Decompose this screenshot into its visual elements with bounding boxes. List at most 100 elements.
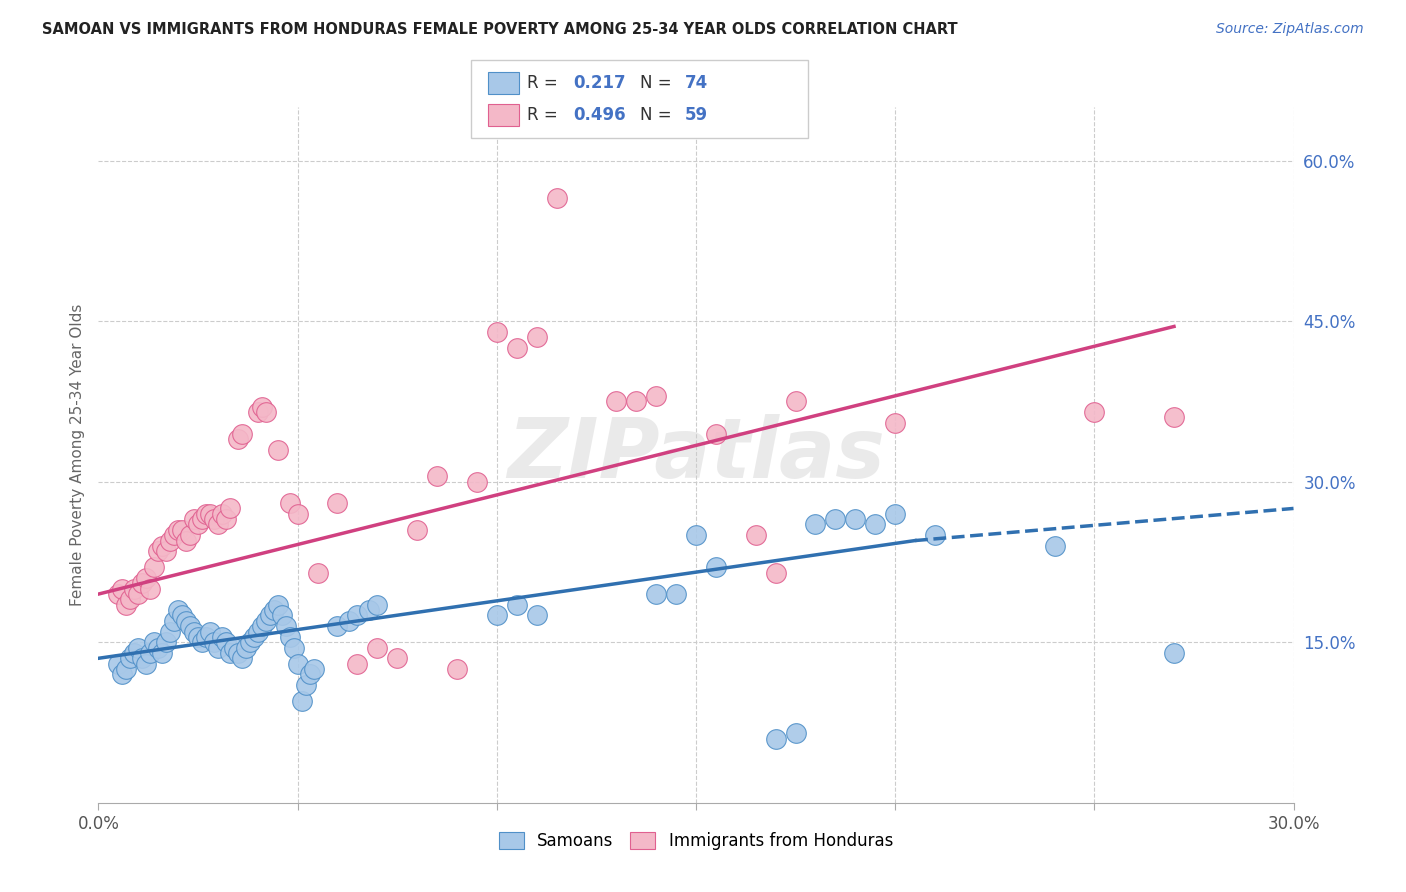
- Y-axis label: Female Poverty Among 25-34 Year Olds: Female Poverty Among 25-34 Year Olds: [69, 304, 84, 606]
- Point: [198, 624, 221, 639]
- Point: [111, 582, 134, 596]
- Point: [346, 657, 368, 671]
- Point: [283, 640, 305, 655]
- Point: [804, 517, 827, 532]
- Point: [298, 667, 321, 681]
- Point: [115, 598, 138, 612]
- Point: [294, 678, 316, 692]
- Text: N =: N =: [640, 106, 676, 124]
- Point: [485, 325, 508, 339]
- Point: [250, 400, 273, 414]
- Point: [226, 646, 249, 660]
- Point: [287, 507, 309, 521]
- Point: [215, 512, 238, 526]
- Point: [143, 560, 166, 574]
- Text: 0.496: 0.496: [574, 106, 626, 124]
- Point: [1083, 405, 1105, 419]
- Point: [278, 496, 301, 510]
- Point: [195, 507, 218, 521]
- Point: [243, 630, 266, 644]
- Text: R =: R =: [527, 106, 564, 124]
- Point: [704, 560, 727, 574]
- Point: [219, 501, 242, 516]
- Point: [259, 608, 281, 623]
- Text: 0.217: 0.217: [574, 74, 626, 92]
- Point: [183, 512, 205, 526]
- Point: [179, 528, 201, 542]
- Point: [135, 657, 157, 671]
- Point: [183, 624, 205, 639]
- Point: [139, 582, 162, 596]
- Point: [172, 608, 194, 623]
- Point: [246, 624, 269, 639]
- Point: [187, 517, 209, 532]
- Point: [485, 608, 508, 623]
- Point: [111, 667, 134, 681]
- Point: [359, 603, 381, 617]
- Point: [665, 587, 688, 601]
- Point: [143, 635, 166, 649]
- Point: [366, 598, 388, 612]
- Point: [267, 442, 290, 457]
- Point: [250, 619, 273, 633]
- Point: [526, 330, 548, 344]
- Legend: Samoans, Immigrants from Honduras: Samoans, Immigrants from Honduras: [492, 826, 900, 857]
- Point: [884, 507, 907, 521]
- Point: [506, 598, 529, 612]
- Point: [246, 405, 269, 419]
- Point: [211, 630, 233, 644]
- Point: [174, 533, 197, 548]
- Point: [127, 587, 149, 601]
- Point: [207, 640, 229, 655]
- Point: [745, 528, 768, 542]
- Point: [159, 624, 181, 639]
- Point: [339, 614, 361, 628]
- Point: [174, 614, 197, 628]
- Point: [765, 566, 787, 580]
- Point: [278, 630, 301, 644]
- Point: [150, 646, 173, 660]
- Text: SAMOAN VS IMMIGRANTS FROM HONDURAS FEMALE POVERTY AMONG 25-34 YEAR OLDS CORRELAT: SAMOAN VS IMMIGRANTS FROM HONDURAS FEMAL…: [42, 22, 957, 37]
- Point: [163, 614, 186, 628]
- Point: [274, 619, 297, 633]
- Point: [446, 662, 468, 676]
- Point: [426, 469, 449, 483]
- Point: [326, 619, 349, 633]
- Point: [287, 657, 309, 671]
- Text: Source: ZipAtlas.com: Source: ZipAtlas.com: [1216, 22, 1364, 37]
- Point: [115, 662, 138, 676]
- Point: [127, 640, 149, 655]
- Text: 74: 74: [685, 74, 709, 92]
- Point: [366, 640, 388, 655]
- Point: [107, 657, 129, 671]
- Point: [785, 394, 807, 409]
- Point: [191, 512, 214, 526]
- Point: [219, 646, 242, 660]
- Point: [155, 544, 177, 558]
- Point: [1043, 539, 1066, 553]
- Point: [167, 603, 190, 617]
- Point: [263, 603, 285, 617]
- Point: [824, 512, 846, 526]
- Point: [231, 651, 253, 665]
- Point: [326, 496, 349, 510]
- Point: [107, 587, 129, 601]
- Point: [226, 432, 249, 446]
- Point: [645, 389, 668, 403]
- Point: [302, 662, 325, 676]
- Point: [167, 523, 190, 537]
- Point: [231, 426, 253, 441]
- Point: [1163, 646, 1185, 660]
- Point: [150, 539, 173, 553]
- Point: [202, 635, 225, 649]
- Point: [385, 651, 409, 665]
- Point: [307, 566, 329, 580]
- Point: [135, 571, 157, 585]
- Point: [626, 394, 648, 409]
- Point: [207, 517, 229, 532]
- Point: [254, 614, 277, 628]
- Point: [605, 394, 627, 409]
- Point: [222, 640, 245, 655]
- Point: [235, 640, 257, 655]
- Point: [148, 544, 170, 558]
